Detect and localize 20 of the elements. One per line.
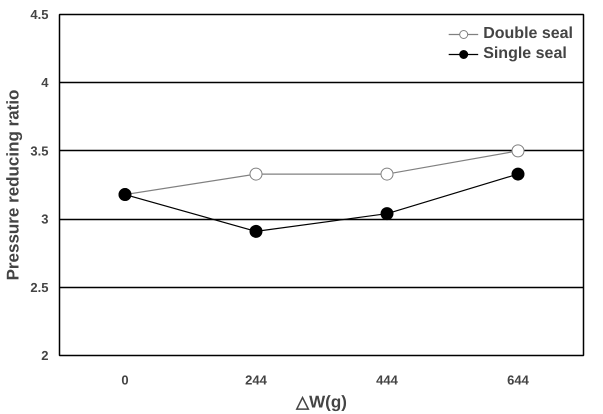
point bbox=[512, 144, 524, 158]
x-tick-label: 244 bbox=[245, 372, 268, 388]
y-tick-label: 3.5 bbox=[30, 143, 49, 158]
y-axis-title: Pressure reducing ratio bbox=[3, 90, 22, 280]
point bbox=[250, 168, 262, 181]
x-axis-title: △W(g) bbox=[295, 392, 347, 412]
y-tick-label: 2.5 bbox=[30, 280, 49, 295]
legend-label: Double seal bbox=[483, 25, 573, 43]
y-tick-label: 3 bbox=[41, 212, 49, 227]
x-tick-label: 0 bbox=[121, 372, 129, 388]
x-tick-label: 444 bbox=[376, 372, 399, 388]
legend-label: Single seal bbox=[483, 45, 567, 63]
point bbox=[512, 168, 524, 181]
y-tick-label: 2 bbox=[41, 348, 49, 363]
y-tick-label: 4 bbox=[41, 75, 50, 90]
x-tick-label: 644 bbox=[507, 372, 530, 388]
point bbox=[380, 207, 394, 220]
point bbox=[380, 168, 394, 181]
y-tick-label: 4.5 bbox=[30, 7, 49, 22]
point bbox=[250, 224, 262, 238]
